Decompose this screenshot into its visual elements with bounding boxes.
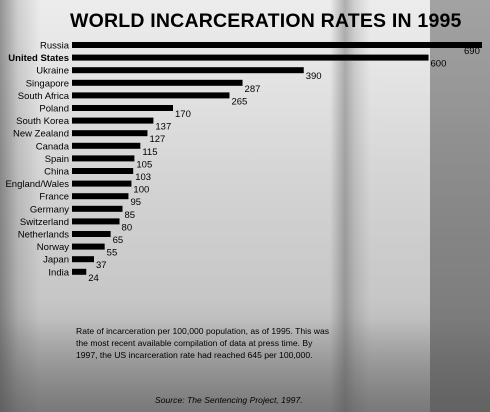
bar bbox=[72, 105, 174, 111]
bar bbox=[72, 92, 230, 99]
chart-source: Source: The Sentencing Project, 1997. bbox=[155, 395, 303, 405]
category-label: South Africa bbox=[18, 91, 70, 102]
value-label: 170 bbox=[175, 109, 191, 120]
bar bbox=[72, 130, 148, 137]
bar bbox=[72, 142, 141, 149]
bar bbox=[72, 218, 120, 225]
background-floor bbox=[0, 318, 490, 412]
bar bbox=[72, 193, 129, 200]
bar bbox=[72, 180, 132, 187]
category-label: United States bbox=[8, 53, 69, 64]
category-label: France bbox=[39, 192, 69, 203]
bar bbox=[72, 243, 105, 250]
value-label: 100 bbox=[133, 185, 149, 196]
bar bbox=[72, 205, 123, 212]
value-label: 95 bbox=[130, 197, 141, 208]
category-label: Russia bbox=[40, 41, 70, 52]
bar bbox=[72, 79, 243, 86]
category-label: New Zealand bbox=[13, 129, 69, 140]
category-label: Norway bbox=[37, 242, 69, 253]
category-label: Canada bbox=[36, 141, 70, 152]
bar bbox=[72, 155, 135, 162]
value-label: 690 bbox=[464, 46, 480, 57]
category-label: Germany bbox=[30, 204, 69, 215]
category-label: Japan bbox=[43, 255, 69, 266]
bar bbox=[72, 231, 111, 237]
category-label: Ukraine bbox=[36, 66, 69, 77]
value-label: 127 bbox=[149, 134, 165, 145]
bar bbox=[72, 54, 429, 61]
chart-note: Rate of incarceration per 100,000 popula… bbox=[76, 326, 330, 360]
category-label: Singapore bbox=[26, 78, 69, 89]
bar bbox=[72, 117, 154, 124]
category-label: Netherlands bbox=[18, 230, 69, 241]
value-label: 390 bbox=[306, 71, 322, 82]
bar bbox=[72, 268, 87, 275]
category-label: India bbox=[48, 267, 69, 278]
category-label: South Korea bbox=[16, 116, 70, 127]
value-label: 55 bbox=[107, 248, 118, 259]
value-label: 80 bbox=[122, 222, 133, 233]
bar bbox=[72, 42, 482, 48]
category-label: Spain bbox=[45, 154, 69, 165]
category-label: China bbox=[44, 167, 70, 178]
bar bbox=[72, 168, 134, 174]
value-label: 265 bbox=[231, 96, 247, 107]
chart-title: WORLD INCARCERATION RATES IN 1995 bbox=[70, 10, 462, 32]
value-label: 287 bbox=[245, 84, 261, 95]
value-label: 137 bbox=[155, 122, 171, 133]
value-label: 115 bbox=[142, 147, 157, 158]
category-label: England/Wales bbox=[5, 179, 69, 190]
bar bbox=[72, 256, 94, 263]
bar bbox=[72, 67, 304, 74]
value-label: 85 bbox=[125, 210, 136, 221]
value-label: 37 bbox=[96, 260, 107, 271]
category-label: Switzerland bbox=[20, 217, 69, 228]
value-label: 24 bbox=[88, 273, 99, 284]
value-label: 65 bbox=[113, 235, 124, 246]
value-label: 600 bbox=[431, 59, 447, 70]
category-label: Poland bbox=[39, 104, 69, 115]
value-label: 103 bbox=[135, 172, 151, 183]
value-label: 105 bbox=[136, 159, 152, 170]
